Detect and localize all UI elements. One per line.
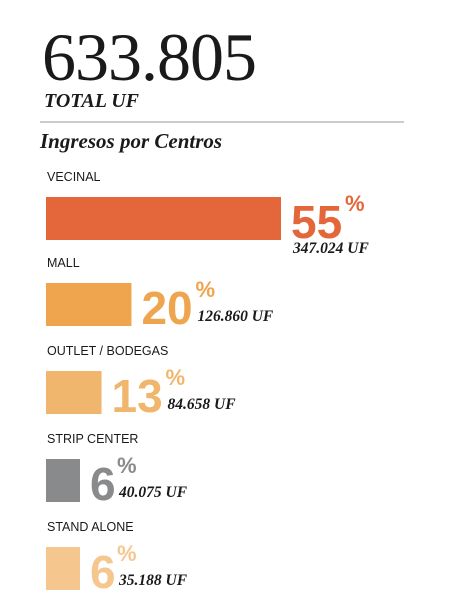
percent-value-outlet-bodegas: 13 <box>112 370 163 422</box>
category-label-stand-alone: STAND ALONE <box>47 520 134 534</box>
amount-label-vecinal: 347.024 UF <box>292 240 369 257</box>
percent-sign-mall: % <box>195 277 215 302</box>
percent-sign-vecinal: % <box>345 191 365 216</box>
percent-value-stand-alone: 6 <box>90 546 116 598</box>
bar-stand-alone <box>46 547 80 590</box>
amount-label-stand-alone: 35.188 UF <box>118 572 188 589</box>
percent-value-mall: 20 <box>141 282 192 334</box>
category-label-vecinal: VECINAL <box>47 170 101 184</box>
category-label-outlet-bodegas: OUTLET / BODEGAS <box>47 344 168 358</box>
amount-label-mall: 126.860 UF <box>197 308 273 325</box>
percent-sign-strip-center: % <box>117 453 137 478</box>
amount-label-outlet-bodegas: 84.658 UF <box>168 396 237 413</box>
bar-strip-center <box>46 459 80 502</box>
percent-sign-outlet-bodegas: % <box>166 365 186 390</box>
category-label-strip-center: STRIP CENTER <box>47 432 138 446</box>
bar-rows: VECINAL 55 % 347.024 UF MALL 20 % 126.860 UF OUT… <box>46 170 369 598</box>
category-label-mall: MALL <box>47 256 80 270</box>
bar-outlet-bodegas <box>46 371 102 414</box>
percent-sign-stand-alone: % <box>117 541 137 566</box>
total-label: TOTAL UF <box>44 90 140 112</box>
percent-value-vecinal: 55 <box>291 196 342 248</box>
amount-label-strip-center: 40.075 UF <box>118 484 188 501</box>
bar-vecinal <box>46 197 281 240</box>
chart-subtitle: Ingresos por Centros <box>39 129 222 153</box>
bar-mall <box>46 283 132 326</box>
percent-value-strip-center: 6 <box>90 458 116 510</box>
total-value: 633.805 <box>42 19 256 95</box>
